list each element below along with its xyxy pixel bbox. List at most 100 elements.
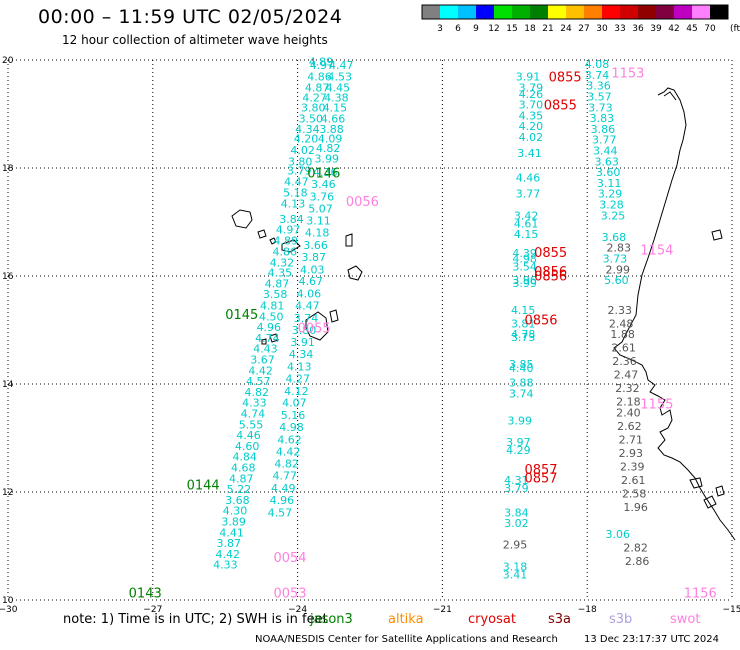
wave-height-label: 2.86: [625, 555, 650, 568]
wave-height-label: 2.95: [503, 539, 528, 552]
page-subtitle: 12 hour collection of altimeter wave hei…: [62, 33, 328, 47]
wave-height-label: 4.29: [506, 444, 531, 457]
wave-height-label: 4.27: [302, 92, 327, 105]
wave-height-label: 3.79: [519, 81, 544, 94]
colorbar-tick-label: 6: [455, 24, 461, 34]
island-santiago: [305, 311, 329, 341]
wave-height-label: 3.46: [311, 178, 336, 191]
wave-height-label: 3.02: [504, 517, 529, 530]
wave-height-label: 3.29: [598, 188, 623, 201]
wave-height-label: 2.82: [623, 541, 648, 554]
wave-height-label: 3.91: [290, 336, 315, 349]
colorbar-unit: (ft): [730, 24, 740, 34]
wave-height-label: 4.35: [519, 109, 544, 122]
wave-height-label: 3.25: [601, 209, 626, 222]
wave-height-label: 4.35: [268, 267, 293, 280]
wave-height-label: 3.77: [592, 134, 617, 147]
wave-height-label: 3.74: [509, 388, 534, 401]
lat-tick-label: 16: [2, 272, 14, 282]
wave-height-label: 4.47: [329, 59, 354, 72]
wave-height-label: 4.02: [290, 144, 315, 157]
wave-height-label: 4.61: [514, 217, 539, 230]
wave-height-label: 3.11: [597, 177, 622, 190]
colorbar-tick-label: 30: [596, 24, 608, 34]
wave-height-label: 4.89: [309, 55, 334, 68]
pass-time-label: 0857: [524, 471, 557, 486]
wave-height-label: 3.99: [508, 415, 533, 428]
wave-height-label: 4.32: [270, 256, 295, 269]
wave-height-label: 4.53: [328, 71, 353, 84]
wave-height-label: 4.49: [271, 482, 296, 495]
wave-height-label: 3.79: [504, 482, 529, 495]
wave-height-label: 3.68: [602, 231, 627, 244]
wave-height-label: 4.09: [318, 133, 343, 146]
lat-tick-label: 12: [2, 488, 13, 498]
wave-height-label: 5.18: [283, 187, 308, 200]
colorbar-tick-label: 42: [668, 24, 679, 34]
wave-height-label: 3.28: [599, 199, 624, 212]
colorbar-swatch: [440, 5, 458, 19]
wave-height-label: 4.86: [273, 245, 298, 258]
island-sal: [345, 233, 353, 247]
pass-time-label: 0856: [524, 314, 557, 329]
wave-height-label: 1.96: [623, 501, 648, 514]
colorbar-tick-label: 39: [650, 24, 662, 34]
track-s3b: 3.06: [606, 528, 631, 541]
wave-height-label: 2.47: [614, 369, 639, 382]
wave-height-label: 3.42: [514, 209, 539, 222]
wave-height-label: 4.33: [213, 559, 238, 572]
lon-tick-label: −21: [433, 605, 452, 615]
colorbar-swatch: [458, 5, 476, 19]
wave-height-label: 3.70: [519, 99, 544, 112]
wave-height-label: 4.46: [516, 172, 541, 185]
africa-coast: [613, 87, 736, 541]
wave-height-label: 4.97: [276, 223, 301, 236]
island-fogo: [269, 333, 279, 343]
island-santo-antao: [231, 209, 253, 229]
wave-height-label: 3.88: [319, 123, 344, 136]
lat-tick-label: 18: [2, 164, 14, 174]
wave-height-label: 4.20: [294, 133, 319, 146]
wave-height-label: 4.89: [273, 235, 298, 248]
lon-tick-label: −30: [0, 605, 18, 615]
wave-height-label: 3.97: [506, 436, 531, 449]
wave-height-label: 4.84: [232, 451, 257, 464]
wave-height-label: 3.80: [292, 324, 317, 337]
wave-height-label: 3.73: [511, 331, 536, 344]
wave-height-label: 3.77: [516, 188, 541, 201]
colorbar-swatch: [656, 5, 674, 19]
wave-height-label: 4.68: [231, 461, 256, 474]
wave-height-label: 4.41: [219, 526, 244, 539]
wave-height-label: 4.13: [287, 361, 312, 374]
track-s3b: 4.474.534.454.384.154.663.884.094.823.99…: [268, 59, 354, 519]
wave-height-label: 4.15: [511, 304, 536, 317]
wave-height-label: 4.66: [321, 113, 346, 126]
pass-time-label: 1155: [640, 397, 673, 412]
wave-height-tracks: 4.894.974.864.874.273.803.504.344.204.02…: [213, 55, 649, 581]
wave-height-label: 4.40: [509, 362, 534, 375]
wave-height-label: 3.91: [516, 71, 541, 84]
pass-time-label: 0053: [273, 586, 306, 601]
colorbar-tick-label: 12: [488, 24, 499, 34]
island-sao-nicolau: [281, 239, 301, 253]
wave-height-label: 4.62: [277, 433, 302, 446]
colorbar-swatch: [638, 5, 656, 19]
wave-height-label: 2.40: [616, 406, 641, 419]
pass-time-label: 0056: [346, 195, 379, 210]
wave-height-label: 3.74: [585, 69, 610, 82]
coast-detail-1: [663, 91, 677, 101]
wave-height-label: 4.18: [305, 227, 330, 240]
colorbar-tick-label: 36: [632, 24, 644, 34]
wave-height-label: 3.76: [310, 190, 335, 203]
wave-height-label: 4.87: [305, 81, 330, 94]
colorbar-tick-label: 18: [524, 24, 536, 34]
wave-height-label: 2.71: [619, 433, 644, 446]
wave-height-label: 4.02: [519, 131, 544, 144]
wave-height-label: 3.88: [509, 377, 534, 390]
wave-height-label: 5.60: [604, 274, 629, 287]
wave-height-label: 3.86: [591, 123, 616, 136]
wave-height-label: 3.87: [301, 251, 326, 264]
pass-time-label: 0054: [273, 551, 306, 566]
colorbar-tick-label: 15: [506, 24, 517, 34]
wave-height-label: 4.42: [276, 445, 301, 458]
